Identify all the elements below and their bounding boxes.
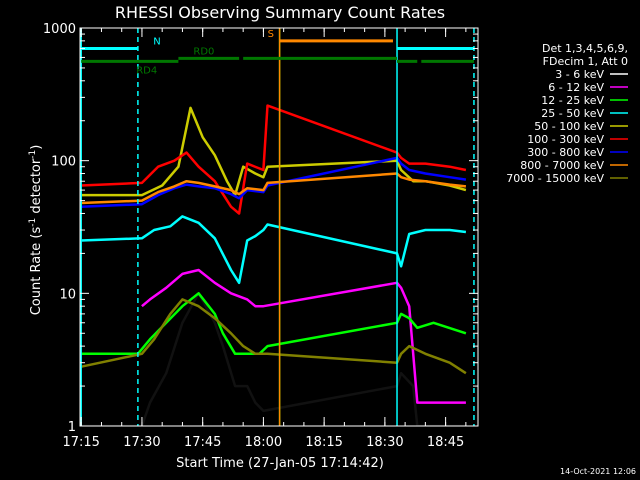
legend-label-6: 300 - 800 keV bbox=[527, 146, 604, 159]
x-tick-label-2: 17:45 bbox=[184, 435, 221, 450]
legend-label-8: 7000 - 15000 keV bbox=[506, 172, 604, 185]
y-axis-title: Count Rate (s-1 detector-1) bbox=[28, 145, 44, 316]
plot-frame bbox=[79, 27, 479, 427]
x-tick-label-4: 18:15 bbox=[305, 435, 342, 450]
y-tick-label-2: 100 bbox=[51, 155, 76, 170]
flag-label-2: RD0 bbox=[193, 46, 214, 57]
x-axis-title: Start Time (27-Jan-05 17:14:42) bbox=[176, 456, 384, 471]
legend: Det 1,3,4,5,6,9,FDecim 1, Att 03 - 6 keV… bbox=[506, 42, 628, 185]
series-line-1 bbox=[141, 268, 466, 404]
legend-header-0: Det 1,3,4,5,6,9, bbox=[542, 42, 628, 55]
axes: 1 10 100 1000 17:15 17:30 17:45 18:00 18:15 18:30… bbox=[43, 22, 479, 450]
y-tick-label-1: 10 bbox=[59, 287, 76, 302]
series-line-6 bbox=[81, 156, 467, 208]
legend-label-1: 6 - 12 keV bbox=[548, 81, 604, 94]
plot-clip-group bbox=[80, 28, 475, 426]
series-line-0 bbox=[81, 292, 466, 426]
x-tick-label-0: 17:15 bbox=[62, 435, 99, 450]
chart-title: RHESSI Observing Summary Count Rates bbox=[115, 3, 445, 22]
plot-area: N S RD0 RD4 bbox=[80, 28, 475, 426]
x-tick-label-6: 18:45 bbox=[427, 435, 464, 450]
legend-label-5: 100 - 300 keV bbox=[527, 133, 604, 146]
flag-label-0: N bbox=[153, 37, 160, 48]
series-line-8 bbox=[80, 298, 467, 375]
legend-label-3: 25 - 50 keV bbox=[541, 107, 604, 120]
series-line-7 bbox=[81, 172, 467, 205]
series-line-3 bbox=[81, 215, 467, 285]
legend-header-1: FDecim 1, Att 0 bbox=[543, 55, 628, 68]
y-tick-label-3: 1000 bbox=[43, 22, 76, 37]
footer-timestamp: 14-Oct-2021 12:06 bbox=[560, 467, 636, 476]
y-tick-label-0: 1 bbox=[68, 420, 76, 435]
flag-label-1: S bbox=[268, 29, 274, 40]
legend-label-7: 800 - 7000 keV bbox=[520, 159, 604, 172]
x-tick-label-1: 17:30 bbox=[123, 435, 160, 450]
x-tick-label-3: 18:00 bbox=[245, 435, 282, 450]
series-line-5 bbox=[81, 104, 467, 215]
legend-label-4: 50 - 100 keV bbox=[534, 120, 604, 133]
flag-label-3: RD4 bbox=[136, 65, 157, 76]
x-tick-label-5: 18:30 bbox=[366, 435, 403, 450]
legend-label-2: 12 - 25 keV bbox=[541, 94, 604, 107]
legend-label-0: 3 - 6 keV bbox=[555, 68, 604, 81]
